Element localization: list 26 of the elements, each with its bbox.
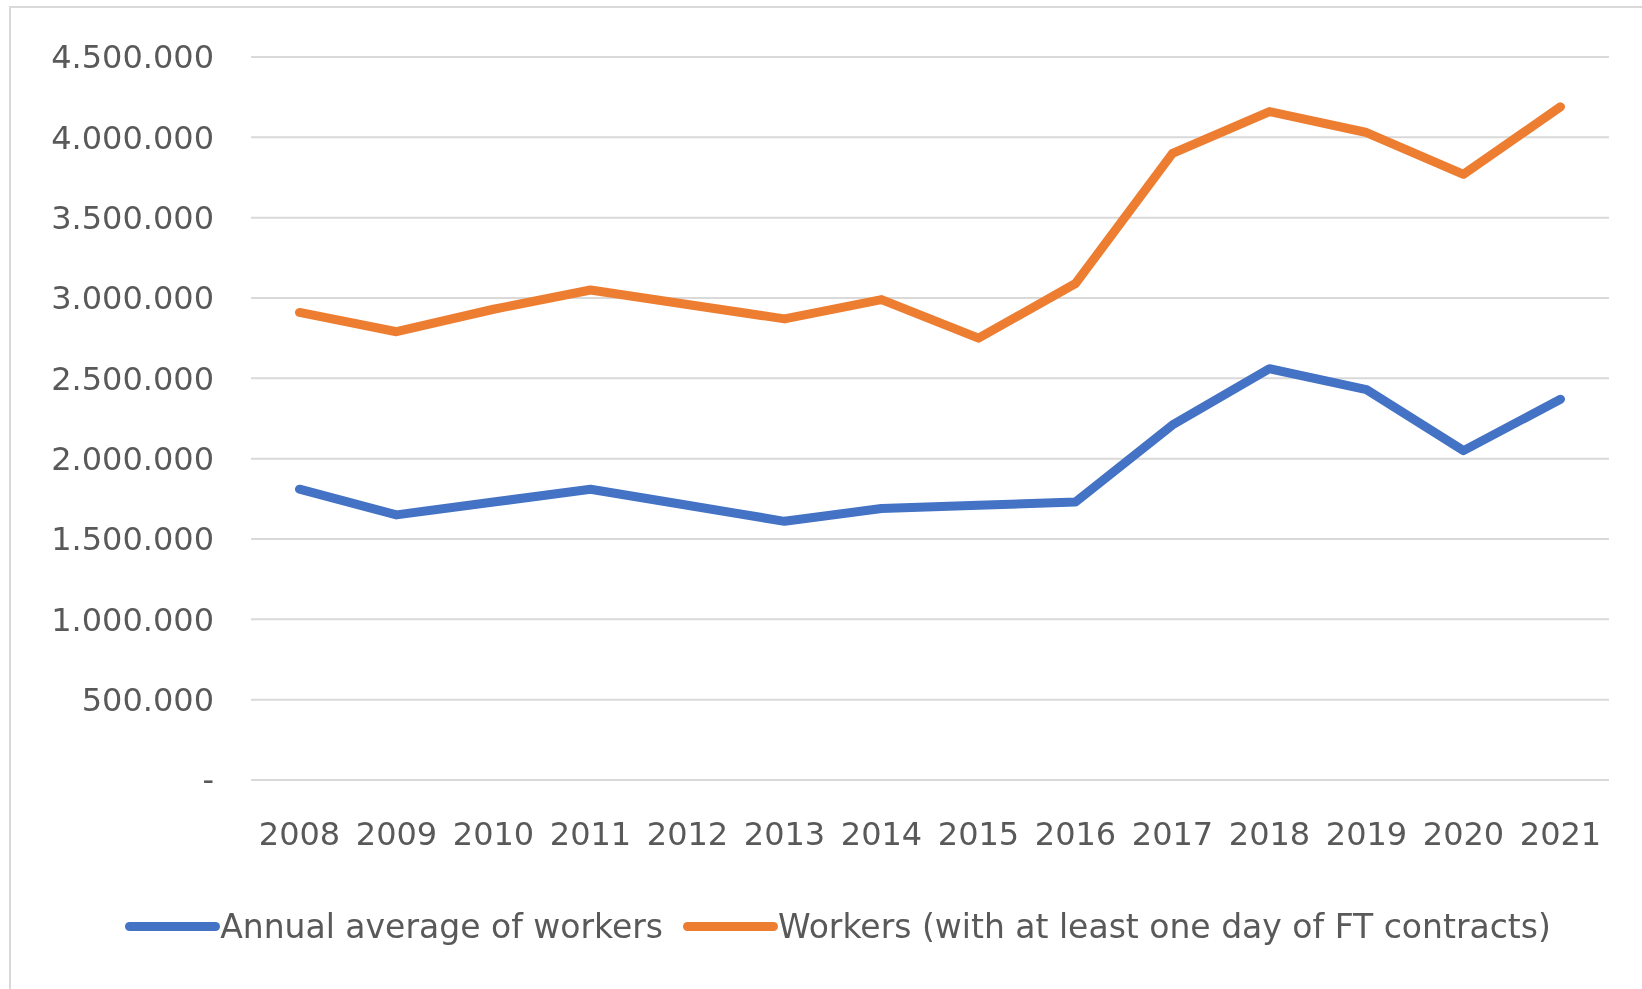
x-tick-label: 2020 bbox=[1422, 814, 1505, 853]
x-tick-label: 2017 bbox=[1131, 814, 1214, 853]
x-tick-label: 2021 bbox=[1519, 814, 1602, 853]
y-tick-label: 4.500.000 bbox=[51, 38, 214, 77]
y-tick-label: 3.500.000 bbox=[51, 199, 214, 238]
x-tick-label: 2012 bbox=[646, 814, 729, 853]
y-tick-label: 500.000 bbox=[81, 681, 214, 720]
x-tick-label: 2010 bbox=[452, 814, 535, 853]
y-tick-label: 1.500.000 bbox=[51, 520, 214, 559]
x-tick-label: 2018 bbox=[1228, 814, 1311, 853]
y-tick-label: 2.000.000 bbox=[51, 440, 214, 479]
x-tick-label: 2015 bbox=[937, 814, 1020, 853]
y-tick-label: 2.500.000 bbox=[51, 359, 214, 398]
legend-label: Workers (with at least one day of FT contracts) bbox=[777, 906, 1551, 946]
y-tick-label: 1.000.000 bbox=[51, 600, 214, 639]
x-tick-label: 2009 bbox=[355, 814, 438, 853]
legend-label: Annual average of workers bbox=[220, 906, 663, 946]
y-tick-label: - bbox=[202, 761, 214, 800]
x-tick-label: 2013 bbox=[743, 814, 826, 853]
y-tick-label: 4.000.000 bbox=[51, 118, 214, 157]
x-tick-label: 2008 bbox=[258, 814, 341, 853]
y-tick-label: 3.000.000 bbox=[51, 279, 214, 318]
x-tick-label: 2016 bbox=[1034, 814, 1117, 853]
x-tick-label: 2014 bbox=[840, 814, 923, 853]
x-tick-label: 2019 bbox=[1325, 814, 1408, 853]
x-tick-label: 2011 bbox=[549, 814, 632, 853]
